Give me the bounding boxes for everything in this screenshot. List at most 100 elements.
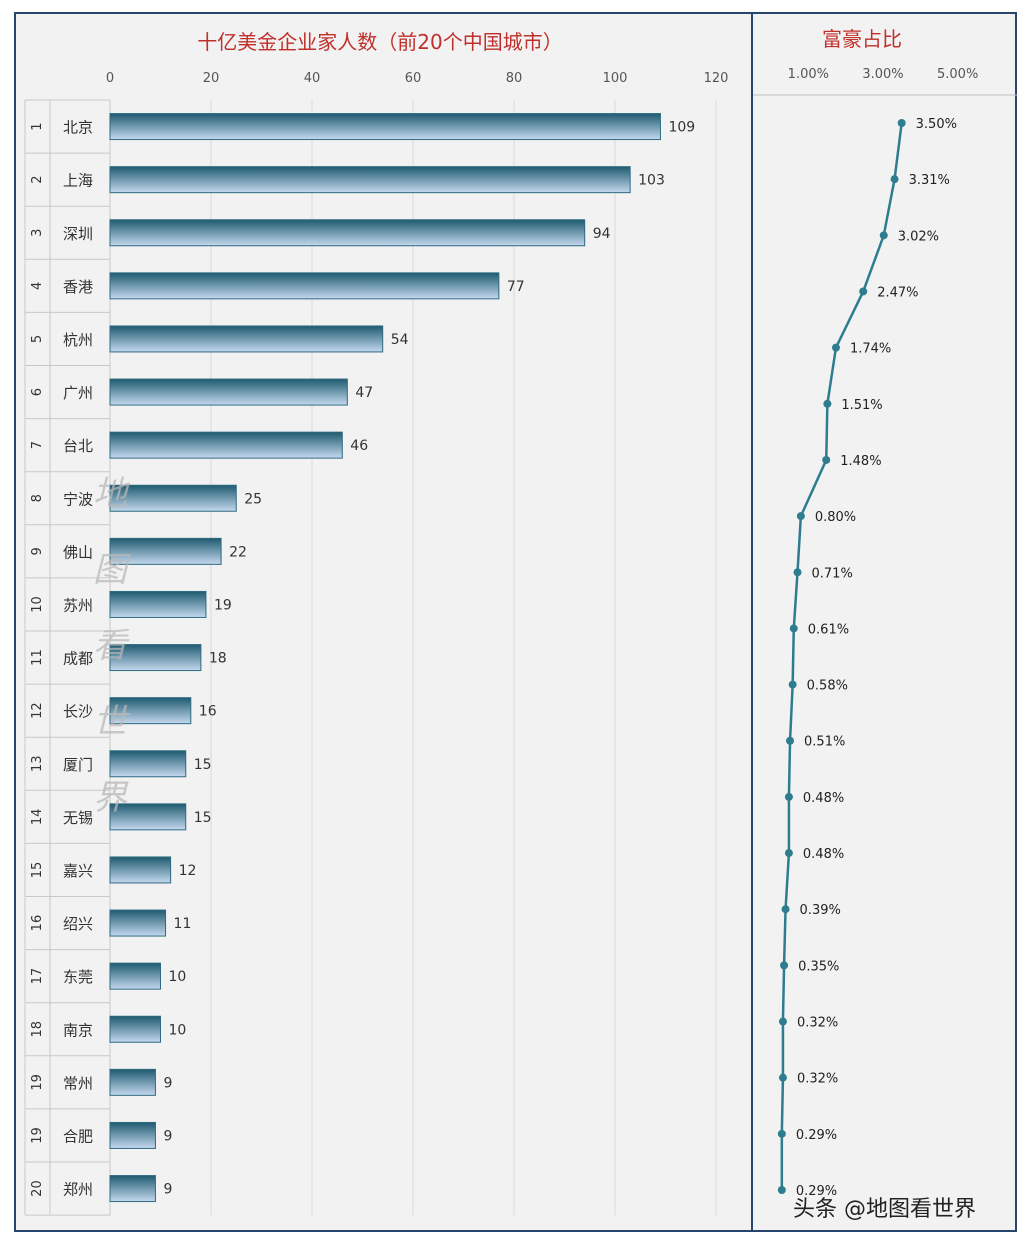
share-point <box>859 287 868 296</box>
share-point <box>788 680 797 689</box>
rank-label: 10 <box>30 596 45 613</box>
share-value-label: 0.29% <box>796 1184 837 1199</box>
category-label: 厦门 <box>63 756 93 774</box>
share-value-label: 1.48% <box>840 454 881 469</box>
share-point <box>831 343 840 352</box>
share-value-label: 3.50% <box>916 117 957 132</box>
line-x-tick-label: 3.00% <box>862 67 903 82</box>
share-point <box>777 1186 786 1194</box>
x-tick-label: 120 <box>704 71 729 86</box>
rank-label: 9 <box>30 547 45 555</box>
share-value-label: 3.02% <box>898 229 939 244</box>
rank-label: 4 <box>30 282 45 290</box>
category-label: 合肥 <box>63 1127 93 1145</box>
watermark-char: 地 <box>93 474 130 514</box>
share-point <box>778 1073 787 1082</box>
chart-frame <box>14 12 1017 1232</box>
bar <box>109 219 586 247</box>
bar <box>109 962 161 990</box>
rank-label: 15 <box>30 862 45 879</box>
category-label: 嘉兴 <box>63 862 93 880</box>
x-tick-label: 100 <box>603 71 628 86</box>
bar <box>109 697 192 725</box>
bar <box>109 909 167 937</box>
share-value-label: 0.48% <box>803 791 844 806</box>
rank-label: 11 <box>30 649 45 666</box>
bar-value-label: 103 <box>638 173 665 189</box>
rank-label: 20 <box>30 1180 45 1197</box>
category-label: 北京 <box>63 119 93 137</box>
watermark-char: 看 <box>93 626 130 666</box>
category-label: 上海 <box>63 172 93 190</box>
category-label: 香港 <box>63 278 93 296</box>
rank-label: 1 <box>30 122 45 130</box>
line-chart-title: 富豪占比 <box>822 27 902 51</box>
bar <box>109 856 172 884</box>
line-x-tick-label: 5.00% <box>937 67 978 82</box>
rank-label: 3 <box>30 229 45 237</box>
category-label: 台北 <box>63 437 93 455</box>
bar <box>109 590 207 618</box>
rank-label: 19 <box>30 1074 45 1091</box>
bar-chart-title: 十亿美金企业家人数（前20个中国城市） <box>197 30 562 54</box>
bar-series: 1091039477544746252219181615151211101099… <box>109 113 695 1203</box>
share-value-label: 0.48% <box>803 847 844 862</box>
bar-value-label: 15 <box>194 757 212 773</box>
share-point <box>784 849 793 858</box>
share-point <box>793 568 802 577</box>
watermark-char: 图 <box>93 550 131 590</box>
bar-value-label: 22 <box>229 544 247 560</box>
bar-value-label: 94 <box>593 226 611 242</box>
line-x-tick-label: 1.00% <box>788 67 829 82</box>
category-label: 常州 <box>63 1074 93 1092</box>
bar-value-label: 47 <box>355 385 373 401</box>
share-point <box>879 231 888 240</box>
share-value-label: 0.61% <box>808 622 849 637</box>
bar <box>109 1015 161 1043</box>
bar-value-label: 9 <box>163 1128 172 1144</box>
share-value-label: 0.32% <box>797 1016 838 1031</box>
rank-label: 2 <box>30 176 45 184</box>
share-value-label: 0.32% <box>797 1072 838 1087</box>
bar-value-label: 54 <box>391 332 409 348</box>
share-value-label: 1.51% <box>841 398 882 413</box>
category-label: 杭州 <box>63 331 93 349</box>
bar <box>109 166 631 194</box>
share-point <box>780 961 789 970</box>
rank-label: 6 <box>30 388 45 396</box>
share-point <box>781 905 790 914</box>
category-label: 苏州 <box>63 596 93 614</box>
bar <box>109 325 384 353</box>
x-tick-label: 60 <box>405 71 422 86</box>
share-value-label: 1.74% <box>850 342 891 357</box>
rank-label: 17 <box>30 968 45 985</box>
share-point <box>789 624 798 633</box>
category-label: 郑州 <box>63 1181 93 1199</box>
bar-value-label: 10 <box>169 969 187 985</box>
category-label: 南京 <box>63 1021 93 1039</box>
category-label: 深圳 <box>63 225 93 243</box>
share-point <box>777 1129 786 1138</box>
share-value-label: 3.31% <box>909 173 950 188</box>
rank-label: 12 <box>30 702 45 719</box>
bar <box>109 484 237 512</box>
rank-label: 16 <box>30 915 45 932</box>
rank-label: 7 <box>30 441 45 449</box>
bar-value-label: 9 <box>163 1075 172 1091</box>
bar <box>109 750 187 778</box>
share-value-label: 2.47% <box>877 285 918 300</box>
x-tick-label: 40 <box>304 71 321 86</box>
bar-value-label: 18 <box>209 651 227 667</box>
share-value-label: 0.58% <box>807 679 848 694</box>
share-point <box>778 1017 787 1026</box>
bar <box>109 272 500 300</box>
panel-divider <box>751 12 753 1232</box>
category-label: 绍兴 <box>63 915 93 933</box>
share-value-label: 0.35% <box>798 959 839 974</box>
share-point <box>897 119 906 127</box>
share-point <box>823 399 832 408</box>
category-label: 广州 <box>63 384 93 402</box>
share-point <box>784 792 793 801</box>
share-line-series: 1.00% 3.00% 5.00% 3.50% 3.31% 3.02% 2.47% 1.74%… <box>753 67 1017 1199</box>
